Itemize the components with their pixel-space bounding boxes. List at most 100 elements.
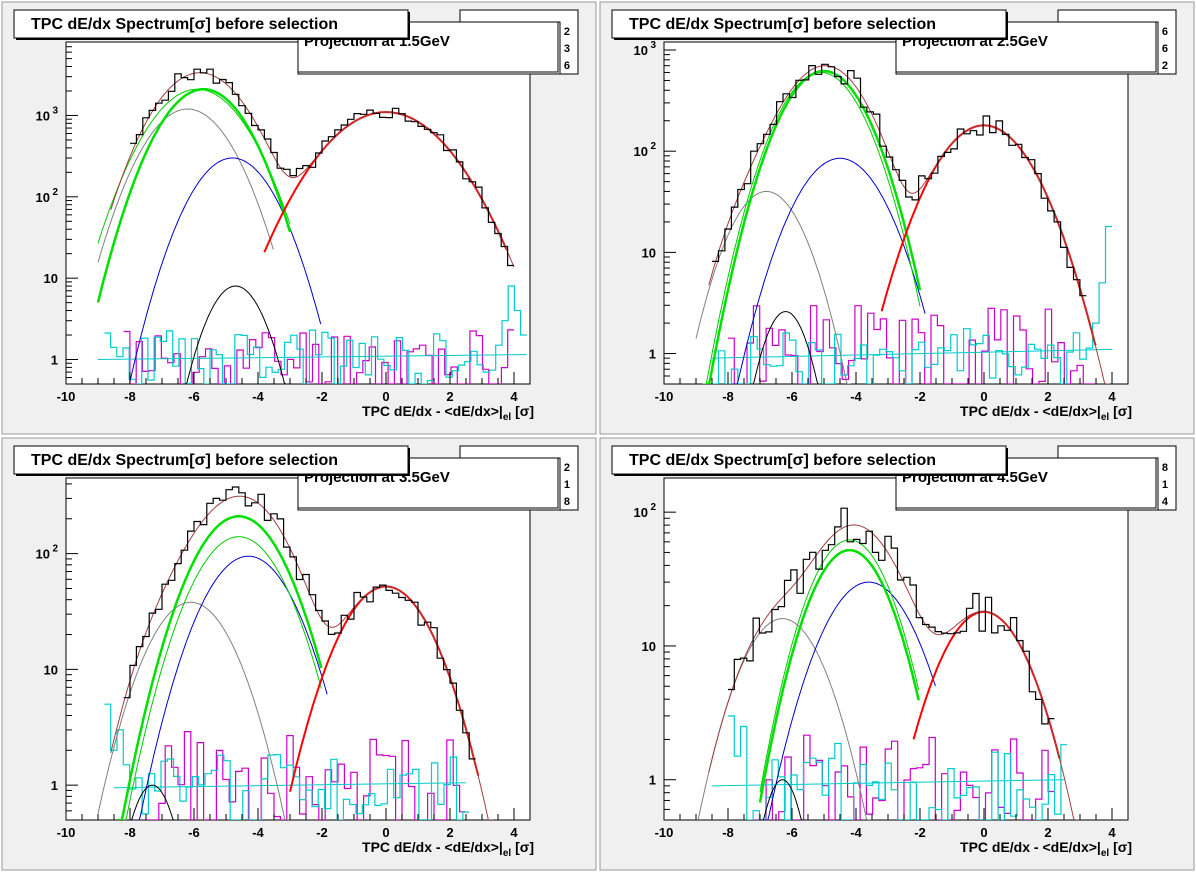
x-tick-label: -4 xyxy=(252,825,264,840)
y-tick-exponent: 3 xyxy=(650,40,656,51)
noise-histogram-2 xyxy=(712,225,1112,384)
title-box xyxy=(611,445,1007,475)
stats-box-entry: 8 xyxy=(1162,462,1168,474)
stats-box-entry: 1 xyxy=(1162,479,1168,491)
y-tick-exponent: 2 xyxy=(650,502,656,513)
plot-content xyxy=(97,486,494,820)
x-tick-label: -6 xyxy=(786,825,798,840)
fit-component-5 xyxy=(96,88,292,303)
x-tick-label: 2 xyxy=(446,825,453,840)
x-tick-label: -4 xyxy=(252,389,264,404)
total-fit-curve xyxy=(708,65,1110,384)
fit-component-3 xyxy=(183,285,289,384)
plot-content xyxy=(696,507,1080,820)
y-tick-exponent: 2 xyxy=(52,187,58,198)
stats-box-entry: 2 xyxy=(564,26,570,38)
x-axis-label: TPC dE/dx - <dE/dx>|el [σ] xyxy=(960,403,1132,423)
data-histogram xyxy=(712,63,1087,297)
x-tick-label: 0 xyxy=(980,825,987,840)
stats-box-entry: 8 xyxy=(564,496,570,508)
fit-component-2 xyxy=(762,581,936,820)
y-tick-exponent: 2 xyxy=(650,141,656,152)
x-axis-label: TPC dE/dx - <dE/dx>|el [σ] xyxy=(362,839,534,859)
fit-component-4 xyxy=(759,539,920,793)
x-tick-label: -2 xyxy=(316,825,328,840)
y-tick-label: 10 xyxy=(44,271,58,286)
total-fit-curve xyxy=(110,72,515,268)
chart-title: TPC dE/dx Spectrum[σ] before selection xyxy=(31,16,338,33)
stats-box-entry: 4 xyxy=(1162,496,1169,508)
title-box xyxy=(611,9,1007,39)
noise-histogram-1 xyxy=(123,329,514,384)
plot-content xyxy=(96,68,527,384)
stats-box-entry: 6 xyxy=(1162,26,1168,38)
y-tick-label: 1 xyxy=(649,347,656,362)
x-tick-label: -2 xyxy=(316,389,328,404)
data-histogram xyxy=(123,486,476,760)
stats-box-entry: 2 xyxy=(1162,60,1168,72)
background-fit-line xyxy=(711,779,1065,787)
y-tick-label: 1 xyxy=(649,773,656,788)
title-box xyxy=(13,445,409,475)
x-tick-label: -8 xyxy=(124,825,136,840)
y-tick-label: 10 xyxy=(36,547,50,562)
x-axis-label: TPC dE/dx - <dE/dx>|el [σ] xyxy=(362,403,534,423)
fit-component-5 xyxy=(758,548,920,803)
x-tick-label: -10 xyxy=(655,389,674,404)
noise-histogram-2 xyxy=(104,285,527,384)
x-tick-label: -2 xyxy=(914,825,926,840)
noise-histogram-1 xyxy=(728,305,1096,384)
x-tick-label: -10 xyxy=(57,389,76,404)
fit-component-5 xyxy=(706,69,922,384)
title-box xyxy=(13,9,409,39)
background-fit-line xyxy=(113,782,467,789)
stats-box-entry: 6 xyxy=(1162,43,1168,55)
noise-histogram-2 xyxy=(104,703,470,820)
x-tick-label: -8 xyxy=(124,389,136,404)
x-tick-label: -6 xyxy=(188,389,200,404)
y-tick-label: 10 xyxy=(634,43,648,58)
stats-box-entry: 3 xyxy=(564,43,570,55)
background-fit-line xyxy=(711,348,1113,359)
fit-component-3 xyxy=(125,784,178,820)
y-tick-label: 10 xyxy=(36,108,50,123)
chart-title: TPC dE/dx Spectrum[σ] before selection xyxy=(31,452,338,469)
x-tick-label: 4 xyxy=(510,825,518,840)
x-tick-label: -8 xyxy=(722,825,734,840)
stats-box-entry: 2 xyxy=(564,462,570,474)
y-tick-label: 10 xyxy=(642,245,656,260)
x-tick-label: -10 xyxy=(655,825,674,840)
x-tick-label: 0 xyxy=(980,389,987,404)
fit-component-3 xyxy=(749,311,823,384)
x-axis-label: TPC dE/dx - <dE/dx>|el [σ] xyxy=(960,839,1132,859)
x-tick-label: -2 xyxy=(914,389,926,404)
noise-histogram-2 xyxy=(728,715,1068,820)
fit-component-3 xyxy=(758,779,807,820)
data-histogram xyxy=(130,68,514,267)
y-tick-label: 10 xyxy=(44,662,58,677)
data-histogram xyxy=(728,507,1055,725)
fit-component-2 xyxy=(733,157,926,384)
plot-content xyxy=(695,63,1113,384)
total-fit-curve xyxy=(708,524,1080,820)
x-tick-label: -8 xyxy=(722,389,734,404)
fit-component-4 xyxy=(121,536,322,820)
chart-title: TPC dE/dx Spectrum[σ] before selection xyxy=(629,16,936,33)
x-tick-label: 4 xyxy=(510,389,518,404)
x-tick-label: -4 xyxy=(850,389,862,404)
x-tick-label: 2 xyxy=(446,389,453,404)
x-tick-label: 4 xyxy=(1108,389,1116,404)
plot-area xyxy=(663,477,1129,821)
stats-box-entry: 1 xyxy=(564,479,570,491)
y-tick-exponent: 2 xyxy=(52,544,58,555)
x-tick-label: 0 xyxy=(382,389,389,404)
y-tick-label: 10 xyxy=(36,190,50,205)
y-tick-label: 10 xyxy=(634,505,648,520)
x-tick-label: -6 xyxy=(188,825,200,840)
chart-title: TPC dE/dx Spectrum[σ] before selection xyxy=(629,452,936,469)
x-tick-label: 0 xyxy=(382,825,389,840)
